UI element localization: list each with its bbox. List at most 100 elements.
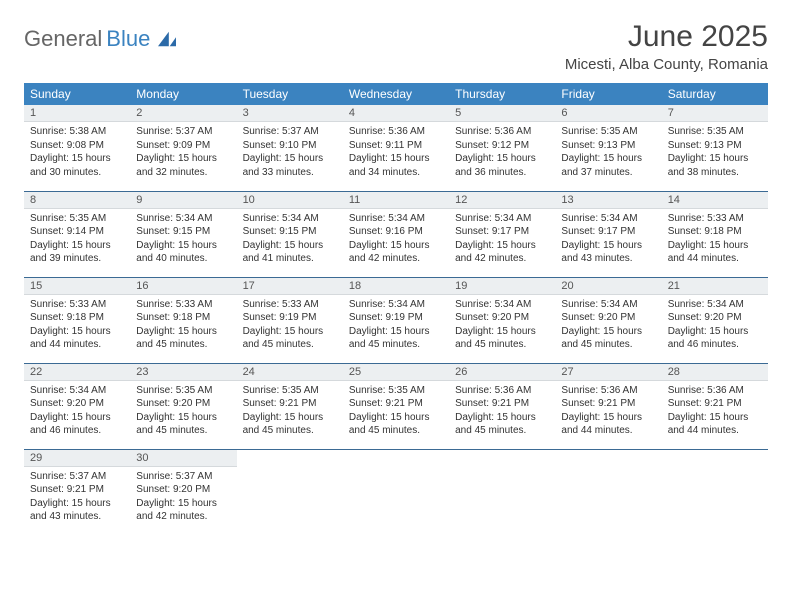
sunrise-line: Sunrise: 5:33 AM (668, 212, 762, 226)
sunrise-line: Sunrise: 5:33 AM (30, 298, 124, 312)
sunset-line: Sunset: 9:21 PM (455, 397, 549, 411)
sunset-line: Sunset: 9:21 PM (30, 483, 124, 497)
sunrise-line: Sunrise: 5:34 AM (455, 298, 549, 312)
calendar-cell: 19Sunrise: 5:34 AMSunset: 9:20 PMDayligh… (449, 277, 555, 363)
sunset-line: Sunset: 9:20 PM (455, 311, 549, 325)
day-number: 11 (343, 192, 449, 209)
day-details: Sunrise: 5:34 AMSunset: 9:20 PMDaylight:… (662, 295, 768, 355)
sunrise-line: Sunrise: 5:36 AM (561, 384, 655, 398)
calendar-cell: 30Sunrise: 5:37 AMSunset: 9:20 PMDayligh… (130, 449, 236, 535)
weekday-header: Saturday (662, 83, 768, 105)
calendar-cell: 24Sunrise: 5:35 AMSunset: 9:21 PMDayligh… (237, 363, 343, 449)
calendar-cell: 27Sunrise: 5:36 AMSunset: 9:21 PMDayligh… (555, 363, 661, 449)
day-details: Sunrise: 5:34 AMSunset: 9:20 PMDaylight:… (449, 295, 555, 355)
day-details: Sunrise: 5:36 AMSunset: 9:11 PMDaylight:… (343, 122, 449, 182)
sunset-line: Sunset: 9:10 PM (243, 139, 337, 153)
calendar-cell: 2Sunrise: 5:37 AMSunset: 9:09 PMDaylight… (130, 105, 236, 191)
daylight-line: Daylight: 15 hours and 42 minutes. (136, 497, 230, 524)
day-details: Sunrise: 5:36 AMSunset: 9:21 PMDaylight:… (662, 381, 768, 441)
sunset-line: Sunset: 9:15 PM (136, 225, 230, 239)
calendar-cell: 7Sunrise: 5:35 AMSunset: 9:13 PMDaylight… (662, 105, 768, 191)
day-number: 25 (343, 364, 449, 381)
sunrise-line: Sunrise: 5:36 AM (455, 384, 549, 398)
day-number: 7 (662, 105, 768, 122)
daylight-line: Daylight: 15 hours and 45 minutes. (136, 411, 230, 438)
sunset-line: Sunset: 9:11 PM (349, 139, 443, 153)
daylight-line: Daylight: 15 hours and 43 minutes. (30, 497, 124, 524)
calendar-cell: 3Sunrise: 5:37 AMSunset: 9:10 PMDaylight… (237, 105, 343, 191)
daylight-line: Daylight: 15 hours and 45 minutes. (349, 325, 443, 352)
day-details: Sunrise: 5:33 AMSunset: 9:18 PMDaylight:… (24, 295, 130, 355)
sunrise-line: Sunrise: 5:34 AM (561, 298, 655, 312)
day-details: Sunrise: 5:33 AMSunset: 9:18 PMDaylight:… (130, 295, 236, 355)
sunrise-line: Sunrise: 5:36 AM (349, 125, 443, 139)
calendar-cell: 15Sunrise: 5:33 AMSunset: 9:18 PMDayligh… (24, 277, 130, 363)
calendar-cell: 6Sunrise: 5:35 AMSunset: 9:13 PMDaylight… (555, 105, 661, 191)
calendar-row: 8Sunrise: 5:35 AMSunset: 9:14 PMDaylight… (24, 191, 768, 277)
sunset-line: Sunset: 9:21 PM (349, 397, 443, 411)
sunset-line: Sunset: 9:20 PM (136, 397, 230, 411)
logo-sail-icon (156, 30, 178, 48)
daylight-line: Daylight: 15 hours and 36 minutes. (455, 152, 549, 179)
day-details: Sunrise: 5:36 AMSunset: 9:21 PMDaylight:… (449, 381, 555, 441)
daylight-line: Daylight: 15 hours and 38 minutes. (668, 152, 762, 179)
sunset-line: Sunset: 9:18 PM (668, 225, 762, 239)
day-details: Sunrise: 5:35 AMSunset: 9:21 PMDaylight:… (237, 381, 343, 441)
day-details: Sunrise: 5:37 AMSunset: 9:10 PMDaylight:… (237, 122, 343, 182)
daylight-line: Daylight: 15 hours and 44 minutes. (30, 325, 124, 352)
calendar-cell (662, 449, 768, 535)
day-number: 24 (237, 364, 343, 381)
sunrise-line: Sunrise: 5:34 AM (455, 212, 549, 226)
calendar-cell: 26Sunrise: 5:36 AMSunset: 9:21 PMDayligh… (449, 363, 555, 449)
day-number: 27 (555, 364, 661, 381)
sunrise-line: Sunrise: 5:35 AM (136, 384, 230, 398)
weekday-header: Thursday (449, 83, 555, 105)
sunrise-line: Sunrise: 5:34 AM (349, 298, 443, 312)
sunset-line: Sunset: 9:17 PM (561, 225, 655, 239)
calendar-cell: 20Sunrise: 5:34 AMSunset: 9:20 PMDayligh… (555, 277, 661, 363)
calendar-table: SundayMondayTuesdayWednesdayThursdayFrid… (24, 83, 768, 535)
calendar-row: 15Sunrise: 5:33 AMSunset: 9:18 PMDayligh… (24, 277, 768, 363)
sunrise-line: Sunrise: 5:36 AM (455, 125, 549, 139)
day-number: 23 (130, 364, 236, 381)
calendar-cell: 11Sunrise: 5:34 AMSunset: 9:16 PMDayligh… (343, 191, 449, 277)
weekday-header: Tuesday (237, 83, 343, 105)
calendar-cell: 4Sunrise: 5:36 AMSunset: 9:11 PMDaylight… (343, 105, 449, 191)
daylight-line: Daylight: 15 hours and 42 minutes. (455, 239, 549, 266)
day-number: 21 (662, 278, 768, 295)
day-details: Sunrise: 5:37 AMSunset: 9:21 PMDaylight:… (24, 467, 130, 527)
sunset-line: Sunset: 9:15 PM (243, 225, 337, 239)
sunset-line: Sunset: 9:20 PM (668, 311, 762, 325)
day-number: 6 (555, 105, 661, 122)
sunrise-line: Sunrise: 5:35 AM (243, 384, 337, 398)
sunrise-line: Sunrise: 5:35 AM (349, 384, 443, 398)
sunrise-line: Sunrise: 5:34 AM (349, 212, 443, 226)
sunset-line: Sunset: 9:14 PM (30, 225, 124, 239)
month-title: June 2025 (565, 20, 768, 54)
sunset-line: Sunset: 9:20 PM (136, 483, 230, 497)
day-number: 10 (237, 192, 343, 209)
day-details: Sunrise: 5:34 AMSunset: 9:20 PMDaylight:… (555, 295, 661, 355)
sunrise-line: Sunrise: 5:37 AM (243, 125, 337, 139)
calendar-row: 22Sunrise: 5:34 AMSunset: 9:20 PMDayligh… (24, 363, 768, 449)
daylight-line: Daylight: 15 hours and 41 minutes. (243, 239, 337, 266)
sunset-line: Sunset: 9:17 PM (455, 225, 549, 239)
sunset-line: Sunset: 9:18 PM (30, 311, 124, 325)
sunrise-line: Sunrise: 5:33 AM (136, 298, 230, 312)
sunrise-line: Sunrise: 5:34 AM (30, 384, 124, 398)
day-details: Sunrise: 5:34 AMSunset: 9:17 PMDaylight:… (449, 209, 555, 269)
day-details: Sunrise: 5:34 AMSunset: 9:19 PMDaylight:… (343, 295, 449, 355)
day-number: 30 (130, 450, 236, 467)
daylight-line: Daylight: 15 hours and 45 minutes. (455, 325, 549, 352)
day-details: Sunrise: 5:34 AMSunset: 9:17 PMDaylight:… (555, 209, 661, 269)
sunset-line: Sunset: 9:08 PM (30, 139, 124, 153)
weekday-header: Wednesday (343, 83, 449, 105)
daylight-line: Daylight: 15 hours and 30 minutes. (30, 152, 124, 179)
day-number: 13 (555, 192, 661, 209)
day-number: 20 (555, 278, 661, 295)
sunset-line: Sunset: 9:21 PM (668, 397, 762, 411)
day-details: Sunrise: 5:34 AMSunset: 9:15 PMDaylight:… (237, 209, 343, 269)
sunrise-line: Sunrise: 5:35 AM (561, 125, 655, 139)
daylight-line: Daylight: 15 hours and 39 minutes. (30, 239, 124, 266)
sunrise-line: Sunrise: 5:38 AM (30, 125, 124, 139)
